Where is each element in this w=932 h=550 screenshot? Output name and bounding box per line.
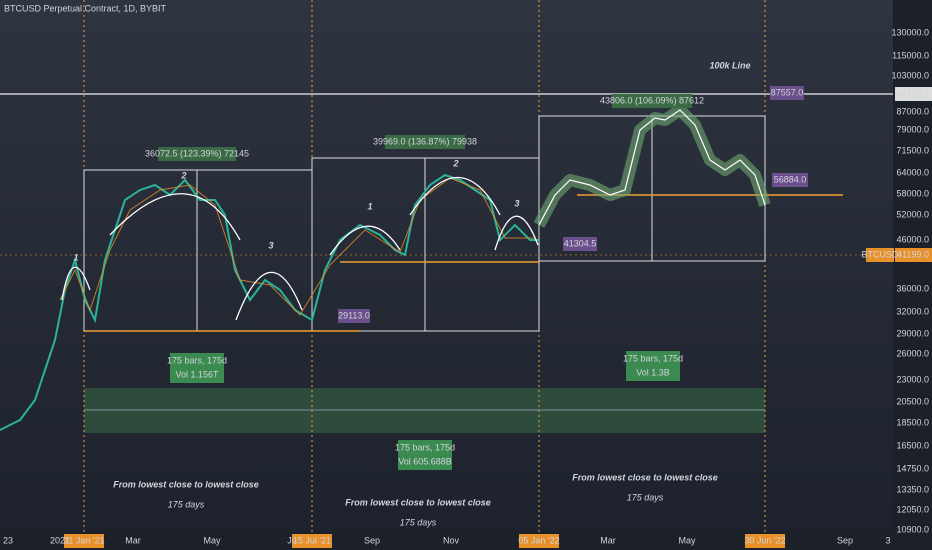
time-highlight: 21 Jan '21: [63, 535, 104, 545]
range-vol: Vol 1.156T: [175, 369, 219, 379]
price-label: 115000.0: [892, 50, 929, 60]
price-label: 71500.0: [896, 145, 929, 155]
time-label: 2021: [50, 535, 70, 545]
price-label: 18500.0: [896, 417, 929, 427]
price-label: 46000.0: [896, 234, 929, 244]
price-label: 58000.0: [896, 188, 929, 198]
wave-number: 3: [514, 198, 519, 208]
measure-label: 36072.5 (123.39%) 72145: [145, 148, 249, 158]
range-bars: 175 bars, 175d: [623, 353, 683, 363]
price-label: 16500.0: [896, 440, 929, 450]
time-label: May: [678, 535, 696, 545]
wave-number: 1: [367, 201, 372, 211]
time-label: 3: [885, 535, 890, 545]
time-label: Mar: [125, 535, 141, 545]
price-tag: 41304.5: [564, 238, 597, 248]
time-label: Sep: [837, 535, 853, 545]
price-label: 29000.0: [896, 328, 929, 338]
line-price: 94728.5: [896, 88, 929, 98]
measure-label: 43806.0 (106.09%) 87612: [600, 95, 704, 105]
time-highlight: 15 Jul '21: [293, 535, 331, 545]
price-label: 23000.0: [896, 374, 929, 384]
time-label: Ju: [287, 535, 297, 545]
range-bars: 175 bars, 175d: [167, 355, 227, 365]
header-title: BTCUSD Perpetual Contract, 1D, BYBIT: [4, 3, 167, 13]
note-days: 175 days: [400, 517, 437, 527]
price-tag: 56884.0: [774, 174, 807, 184]
time-axis-bg: [0, 532, 893, 550]
price-label: 14750.0: [896, 463, 929, 473]
time-label: May: [203, 535, 221, 545]
wave-number: 2: [452, 158, 458, 168]
range-bars: 175 bars, 175d: [395, 442, 455, 452]
note-days: 175 days: [168, 499, 205, 509]
last-price: 41199.0: [897, 249, 929, 259]
time-highlight: 30 Jun '22: [744, 535, 785, 545]
time-label: Mar: [600, 535, 616, 545]
price-tag: 29113.0: [338, 310, 370, 320]
price-label: 103000.0: [891, 70, 929, 80]
wave-number: 2: [180, 170, 186, 180]
price-label: 64000.0: [896, 167, 929, 177]
price-label: 79000.0: [896, 124, 929, 134]
price-label: 12050.0: [896, 504, 929, 514]
time-label: Sep: [364, 535, 380, 545]
time-highlight: 05 Jan '22: [518, 535, 559, 545]
symbol: BTCUSD: [861, 249, 899, 259]
price-label: 20500.0: [896, 396, 929, 406]
line-label: 100k Line: [709, 60, 750, 70]
price-label: 26000.0: [896, 348, 929, 358]
price-label: 130000.0: [891, 27, 929, 37]
price-label: 36000.0: [896, 283, 929, 293]
wave-number: 3: [268, 240, 273, 250]
range-vol: Vol 1.3B: [636, 367, 670, 377]
price-label: 13350.0: [896, 484, 929, 494]
wave-number: 1: [73, 252, 78, 262]
note-text: From lowest close to lowest close: [345, 497, 491, 507]
price-label: 87000.0: [896, 106, 929, 116]
note-days: 175 days: [627, 492, 664, 502]
price-label: 32000.0: [896, 306, 929, 316]
price-label: 52000.0: [896, 209, 929, 219]
note-text: From lowest close to lowest close: [113, 479, 259, 489]
price-tag: 87557.0: [771, 87, 804, 97]
time-label: 23: [3, 535, 13, 545]
measure-label: 39969.0 (136.87%) 79938: [373, 136, 477, 146]
note-text: From lowest close to lowest close: [572, 472, 718, 482]
time-label: Nov: [443, 535, 460, 545]
range-vol: Vol 605.688B: [398, 456, 452, 466]
price-label: 10900.0: [896, 524, 929, 534]
